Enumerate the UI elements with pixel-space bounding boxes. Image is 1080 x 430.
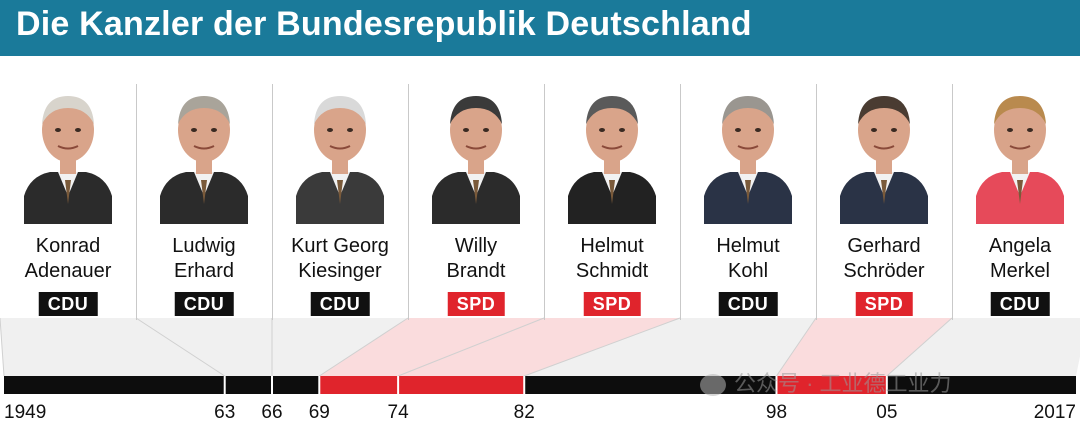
chancellor-name: Kurt Georg Kiesinger: [272, 234, 408, 284]
party-badge: SPD: [447, 292, 505, 316]
last-name: Erhard: [173, 260, 235, 282]
timeline-segment: [319, 376, 399, 394]
portrait-7: [976, 96, 1064, 224]
timeline-label: 74: [388, 402, 410, 423]
timeline-label: 82: [514, 402, 535, 423]
column-divider: [680, 84, 681, 320]
first-name: Helmut: [580, 235, 644, 257]
portrait-0: [24, 96, 112, 224]
last-name: Kohl: [727, 260, 769, 282]
chancellor-card: Konrad Adenauer CDU: [0, 84, 136, 320]
chancellor-name: Willy Brandt: [408, 234, 544, 284]
last-name: Brandt: [446, 260, 506, 282]
portrait-5: [704, 96, 792, 224]
chancellor-gallery: Konrad Adenauer CDU Ludwig Erhard CDU Ku…: [0, 84, 1080, 320]
chancellor-name: Ludwig Erhard: [136, 234, 272, 284]
chancellor-name: Helmut Kohl: [680, 234, 816, 284]
tenure-fan: [136, 318, 272, 376]
page-title: Die Kanzler der Bundesrepublik Deutschla…: [16, 5, 752, 43]
party-badge: CDU: [990, 292, 1050, 316]
title-banner: Die Kanzler der Bundesrepublik Deutschla…: [0, 0, 1080, 56]
column-divider: [136, 84, 137, 320]
tenure-fan: [272, 318, 408, 376]
tenure-fan: [319, 318, 544, 376]
chancellor-card: Gerhard Schröder SPD: [816, 84, 952, 320]
fan-edge: [886, 317, 953, 377]
party-badge: CDU: [174, 292, 234, 316]
chancellor-card: Ludwig Erhard CDU: [136, 84, 272, 320]
tenure-fan: [776, 318, 952, 376]
first-name: Kurt Georg: [291, 235, 389, 257]
portrait-3: [432, 96, 520, 224]
first-name: Angela: [988, 235, 1052, 257]
tenure-fan: [398, 318, 680, 376]
chancellor-card: Kurt Georg Kiesinger CDU: [272, 84, 408, 320]
timeline-label: 66: [261, 402, 282, 423]
timeline-segment: [398, 376, 525, 394]
timeline-label: 1949: [4, 402, 46, 423]
timeline-label: 69: [309, 402, 330, 423]
party-badge: CDU: [310, 292, 370, 316]
watermark: 公众号 · 工业德工业力: [700, 366, 952, 398]
chancellor-card: Helmut Kohl CDU: [680, 84, 816, 320]
party-badge: CDU: [38, 292, 98, 316]
chancellor-name: Angela Merkel: [952, 234, 1080, 284]
portrait-1: [160, 96, 248, 224]
chancellor-name: Gerhard Schröder: [816, 234, 952, 284]
first-name: Gerhard: [847, 235, 921, 257]
column-divider: [272, 84, 273, 320]
portrait-2: [296, 96, 384, 224]
last-name: Schmidt: [575, 260, 649, 282]
tenure-fan: [0, 318, 225, 376]
timeline-label: 05: [876, 402, 897, 423]
first-name: Ludwig: [172, 235, 236, 257]
fan-edge: [397, 317, 545, 377]
fan-edge: [135, 317, 225, 377]
watermark-text: 公众号 · 工业德工业力: [734, 371, 952, 396]
chancellor-card: Helmut Schmidt SPD: [544, 84, 680, 320]
chancellor-card: Willy Brandt SPD: [408, 84, 544, 320]
timeline-label: 98: [766, 402, 787, 423]
first-name: Konrad: [35, 235, 101, 257]
timeline-label: 63: [214, 402, 235, 423]
first-name: Helmut: [716, 235, 780, 257]
last-name: Adenauer: [24, 260, 112, 282]
fan-edge: [776, 317, 817, 377]
column-divider: [816, 84, 817, 320]
timeline-segment: [776, 376, 887, 394]
column-divider: [544, 84, 545, 320]
last-name: Kiesinger: [298, 260, 382, 282]
timeline: 1949 63 66 69 74 82 98 05 2017: [0, 317, 1080, 423]
portrait-4: [568, 96, 656, 224]
wechat-icon: [700, 374, 726, 397]
chancellor-name: Helmut Schmidt: [544, 234, 680, 284]
first-name: Willy: [454, 235, 498, 257]
fan-edge: [524, 317, 681, 377]
party-badge: SPD: [583, 292, 641, 316]
tenure-fan: [524, 318, 816, 376]
portrait-6: [840, 96, 928, 224]
timeline-segment: [4, 376, 225, 394]
timeline-segment: [224, 376, 272, 394]
chancellor-name: Konrad Adenauer: [0, 234, 136, 284]
timeline-segment: [886, 376, 1076, 394]
timeline-segment: [272, 376, 320, 394]
timeline-label: 2017: [1034, 402, 1076, 423]
column-divider: [952, 84, 953, 320]
column-divider: [408, 84, 409, 320]
fan-edge: [0, 317, 5, 377]
chancellor-card: Angela Merkel CDU: [952, 84, 1080, 320]
fan-edge: [319, 317, 409, 377]
last-name: Schröder: [843, 260, 925, 282]
tenure-fan: [886, 318, 1080, 376]
party-badge: SPD: [855, 292, 913, 316]
last-name: Merkel: [989, 260, 1050, 282]
party-badge: CDU: [718, 292, 778, 316]
